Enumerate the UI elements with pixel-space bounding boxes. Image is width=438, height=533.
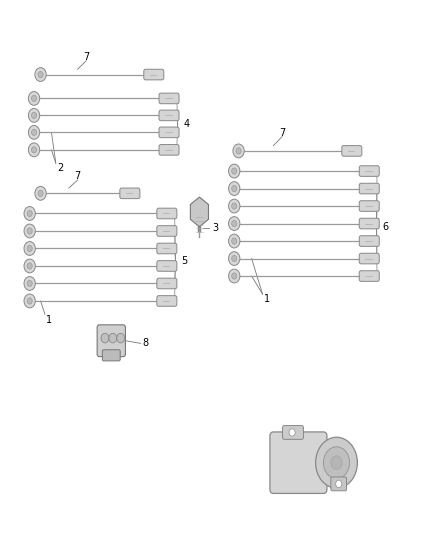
Circle shape [101,333,109,343]
Circle shape [289,429,295,436]
FancyBboxPatch shape [359,201,379,212]
FancyBboxPatch shape [359,253,379,264]
Circle shape [38,190,43,197]
Circle shape [232,238,237,244]
Text: 7: 7 [83,52,89,62]
FancyBboxPatch shape [359,271,379,281]
FancyBboxPatch shape [359,236,379,246]
Text: 9: 9 [289,475,295,484]
FancyBboxPatch shape [157,243,177,254]
Text: 1: 1 [46,314,52,325]
Circle shape [24,294,35,308]
Text: 5: 5 [181,256,187,266]
Circle shape [24,259,35,273]
Circle shape [229,234,240,248]
Circle shape [232,221,237,227]
Circle shape [27,228,32,234]
Circle shape [232,203,237,209]
FancyBboxPatch shape [159,93,179,104]
Circle shape [35,68,46,82]
FancyBboxPatch shape [157,296,177,306]
Circle shape [27,211,32,216]
Circle shape [27,298,32,304]
FancyBboxPatch shape [157,225,177,236]
Text: 4: 4 [183,119,189,130]
Circle shape [336,480,342,488]
Circle shape [229,216,240,230]
Circle shape [233,144,244,158]
Circle shape [331,456,342,470]
Circle shape [229,182,240,196]
Text: 3: 3 [212,223,219,233]
Circle shape [117,333,124,343]
Circle shape [24,241,35,255]
Circle shape [28,92,40,106]
Circle shape [229,269,240,283]
Circle shape [232,255,237,262]
Circle shape [32,112,37,118]
FancyBboxPatch shape [283,425,304,439]
Circle shape [109,333,117,343]
Circle shape [229,252,240,265]
Circle shape [232,185,237,192]
FancyBboxPatch shape [331,477,346,491]
FancyBboxPatch shape [359,166,379,176]
FancyBboxPatch shape [157,261,177,271]
FancyBboxPatch shape [159,110,179,120]
Circle shape [316,437,357,488]
FancyBboxPatch shape [342,146,362,156]
FancyBboxPatch shape [144,69,164,80]
Circle shape [38,71,43,78]
Polygon shape [191,197,208,227]
FancyBboxPatch shape [97,325,125,357]
Circle shape [236,148,241,154]
Circle shape [32,95,37,101]
FancyBboxPatch shape [270,432,327,494]
FancyBboxPatch shape [102,350,120,361]
Text: 7: 7 [74,172,81,181]
Text: 7: 7 [279,128,285,138]
FancyBboxPatch shape [159,127,179,138]
Text: 2: 2 [57,164,63,173]
FancyBboxPatch shape [359,183,379,194]
Circle shape [35,187,46,200]
Circle shape [229,199,240,213]
Circle shape [27,263,32,269]
Circle shape [232,168,237,174]
Text: 10: 10 [286,446,298,456]
Circle shape [232,273,237,279]
FancyBboxPatch shape [359,218,379,229]
FancyBboxPatch shape [159,144,179,155]
Circle shape [24,277,35,290]
FancyBboxPatch shape [157,208,177,219]
Circle shape [24,224,35,238]
Text: 1: 1 [264,294,270,304]
Text: 6: 6 [382,222,389,232]
FancyBboxPatch shape [120,188,140,199]
Circle shape [28,143,40,157]
Circle shape [27,245,32,252]
Text: 8: 8 [142,338,148,349]
FancyBboxPatch shape [157,278,177,289]
Circle shape [28,125,40,139]
Circle shape [32,129,37,135]
Circle shape [27,280,32,287]
Circle shape [229,164,240,178]
Circle shape [28,109,40,122]
Circle shape [32,147,37,153]
Circle shape [24,207,35,220]
Circle shape [323,447,350,479]
